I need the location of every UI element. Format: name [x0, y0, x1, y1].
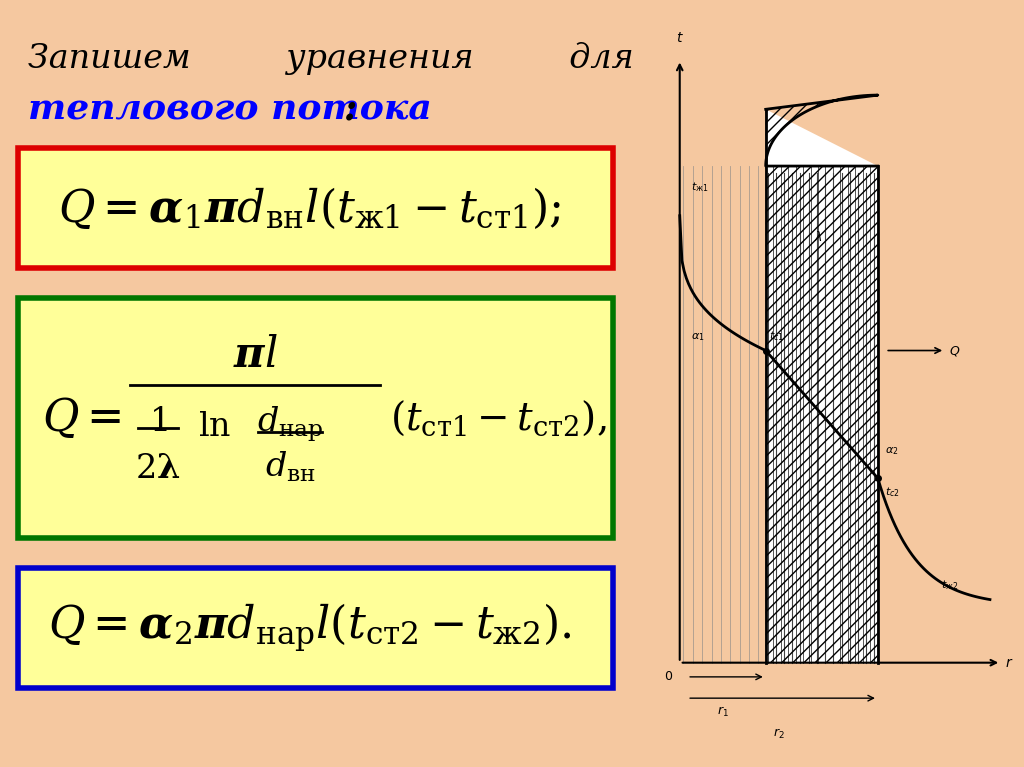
Text: $d_{\rm нар}$: $d_{\rm нар}$	[257, 405, 324, 445]
Text: $Q = \boldsymbol{\alpha}_2\boldsymbol{\pi}d_{\rm нар}l(t_{\rm ст2}-t_{\rm ж2}).$: $Q = \boldsymbol{\alpha}_2\boldsymbol{\p…	[48, 601, 572, 655]
Text: $t_{c2}$: $t_{c2}$	[886, 486, 900, 499]
Text: $0$: $0$	[664, 670, 673, 683]
Text: Запишем         уравнения         для: Запишем уравнения для	[28, 42, 634, 75]
Text: $t$: $t$	[676, 31, 684, 45]
Text: $r_1$: $r_1$	[717, 706, 729, 719]
Text: $\lambda$: $\lambda$	[814, 230, 823, 244]
Text: $\alpha_1$: $\alpha_1$	[691, 331, 705, 344]
Text: $1$: $1$	[148, 405, 167, 438]
FancyBboxPatch shape	[18, 568, 613, 688]
Text: $t_{c1}$: $t_{c1}$	[769, 330, 784, 344]
FancyBboxPatch shape	[18, 148, 613, 268]
Text: $\alpha_2$: $\alpha_2$	[886, 445, 899, 457]
Text: $t_{\rm ж2}$: $t_{\rm ж2}$	[941, 578, 958, 592]
Text: $Q =$: $Q =$	[42, 396, 122, 440]
Text: $d_{\rm вн}$: $d_{\rm вн}$	[264, 450, 315, 485]
Text: $t_{\rm ж1}$: $t_{\rm ж1}$	[691, 181, 709, 194]
Text: $Q$: $Q$	[949, 344, 961, 357]
Text: $2\boldsymbol{\lambda}$: $2\boldsymbol{\lambda}$	[135, 452, 180, 485]
Text: $r_2$: $r_2$	[773, 726, 784, 741]
FancyBboxPatch shape	[18, 298, 613, 538]
Text: $r$: $r$	[1005, 656, 1014, 670]
Text: $Q = \boldsymbol{\alpha}_1\boldsymbol{\pi}d_{\rm вн}l(t_{\rm ж1}-t_{\rm ст1});$: $Q = \boldsymbol{\alpha}_1\boldsymbol{\p…	[58, 186, 562, 231]
Text: теплового потока: теплового потока	[28, 92, 432, 126]
Text: $\ln$: $\ln$	[198, 410, 231, 443]
Text: :: :	[343, 92, 356, 126]
Text: $\boldsymbol{\pi}l$: $\boldsymbol{\pi}l$	[232, 334, 278, 376]
Text: $(t_{\rm ст1}-t_{\rm ст2}),$: $(t_{\rm ст1}-t_{\rm ст2}),$	[390, 398, 606, 438]
Polygon shape	[766, 109, 878, 663]
